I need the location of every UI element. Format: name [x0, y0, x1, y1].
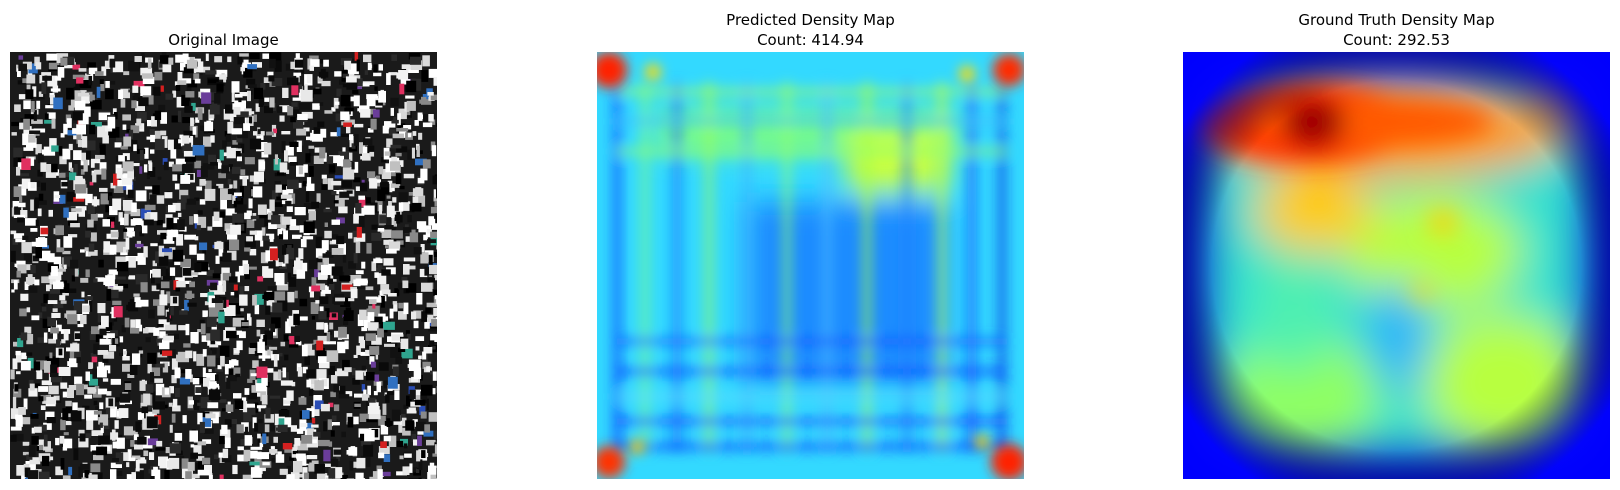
panel-title: Original Image — [168, 31, 279, 49]
panel-title: Predicted Density Map — [726, 11, 895, 29]
crowd-photo — [10, 52, 437, 479]
panel-title: Ground Truth Density Map — [1298, 11, 1495, 29]
ground-truth-density-heatmap — [1183, 52, 1610, 479]
panel-count: Count: 414.94 — [757, 31, 864, 49]
predicted-density-heatmap — [597, 52, 1024, 479]
panel-count: Count: 292.53 — [1343, 31, 1450, 49]
